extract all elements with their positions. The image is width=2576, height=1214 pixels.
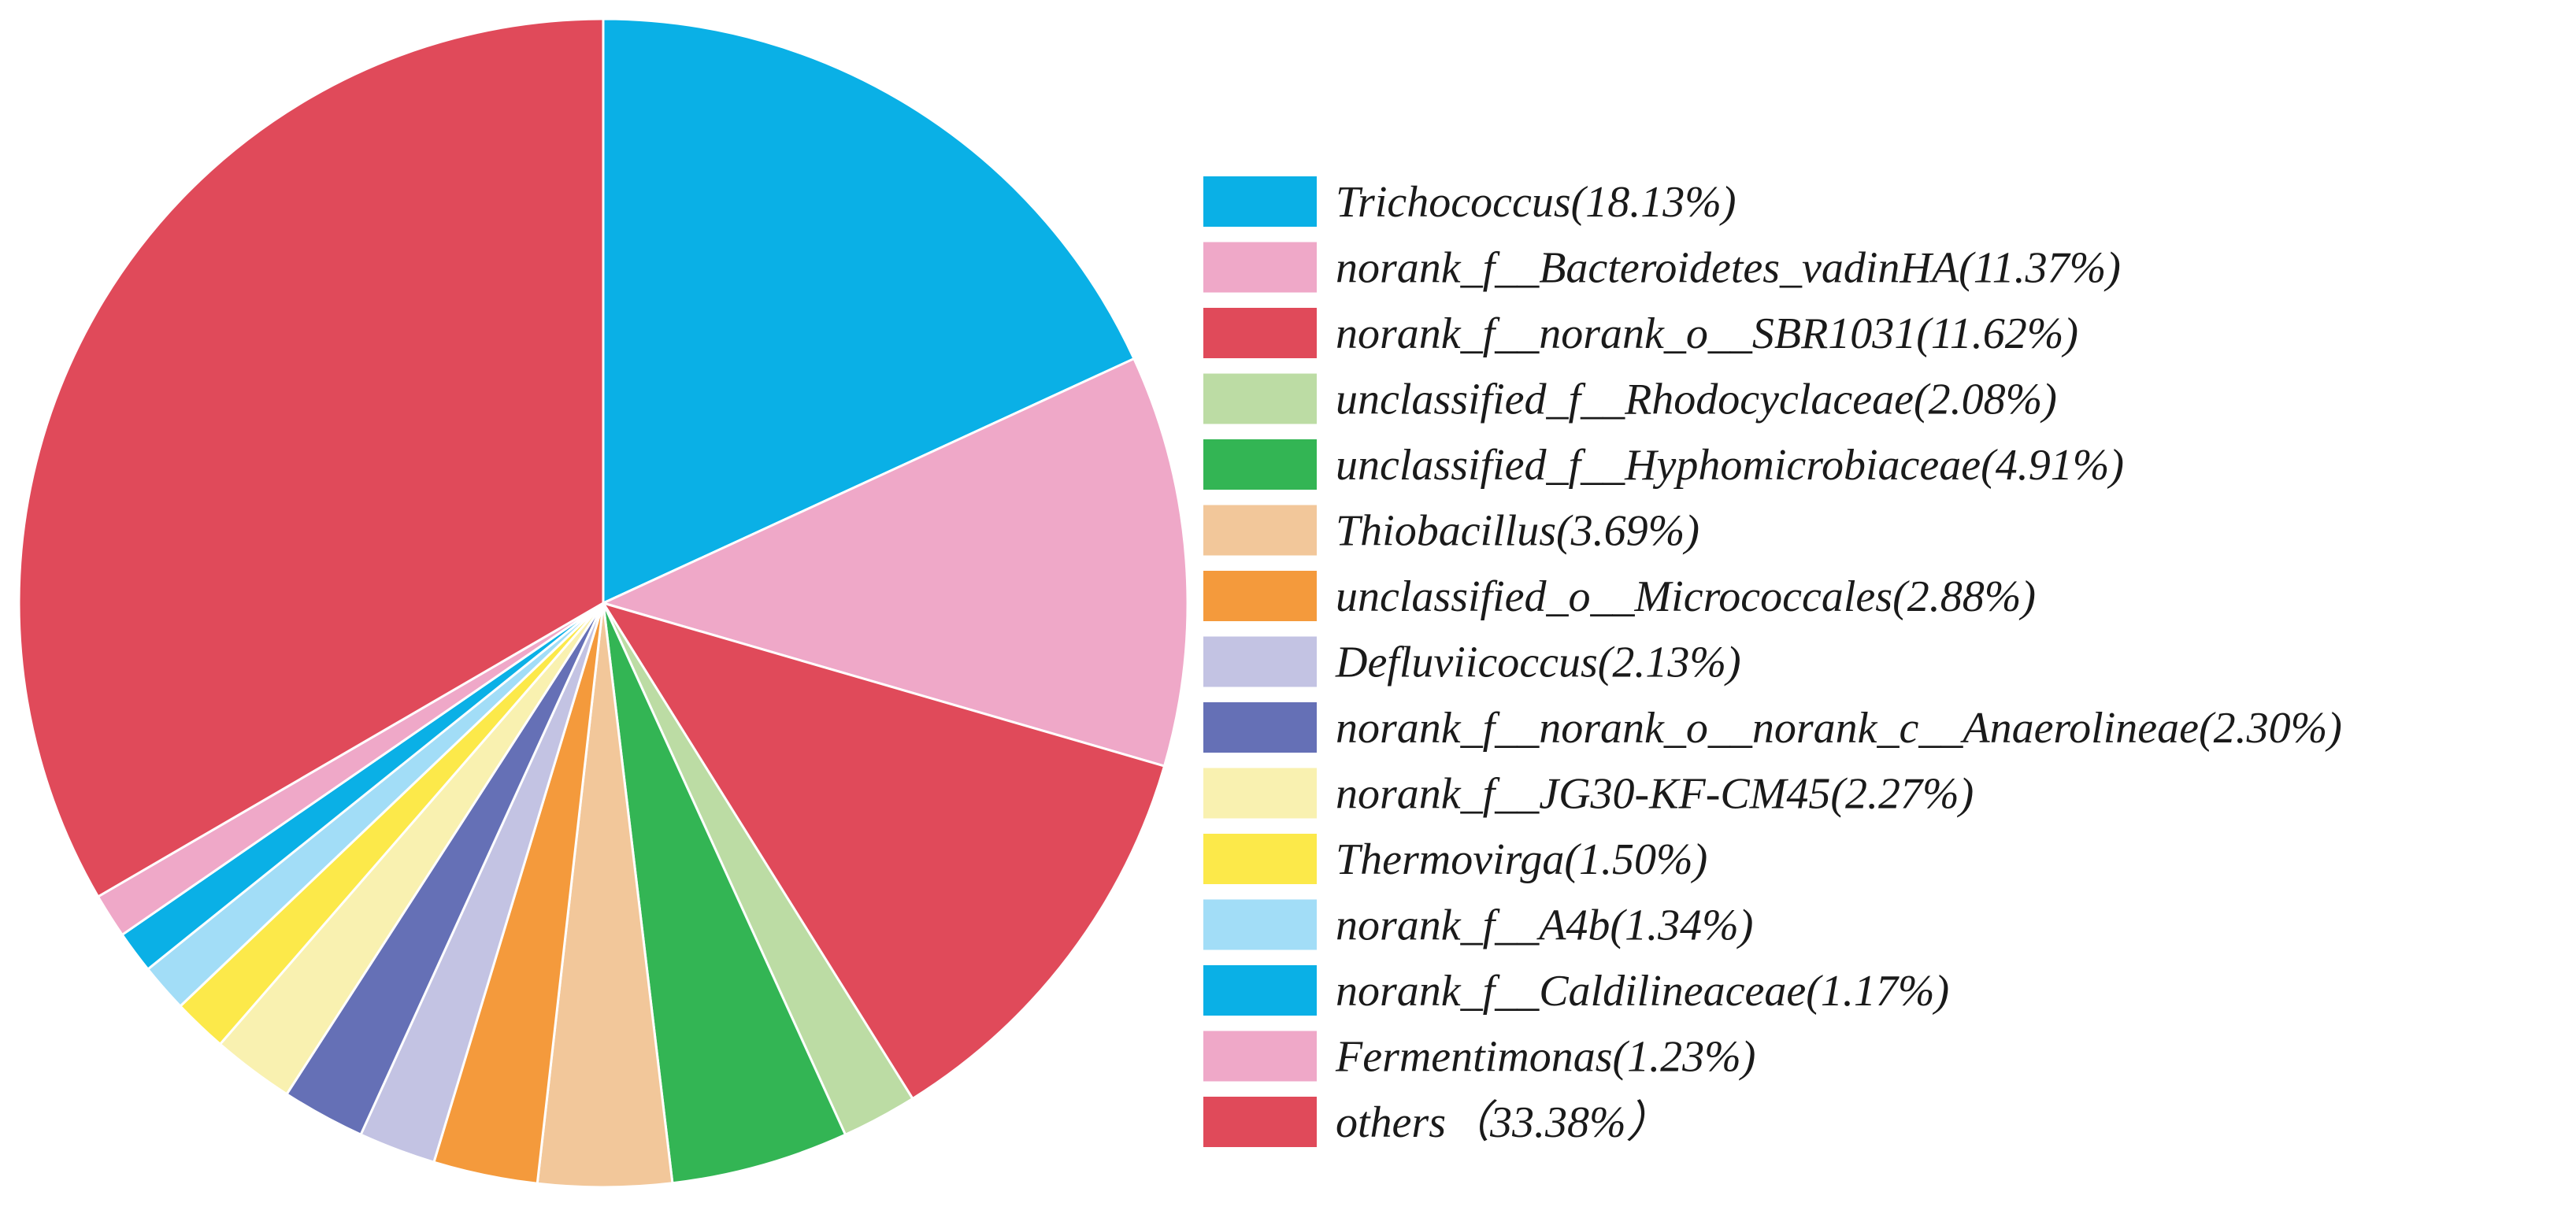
- legend-item: unclassified_f__Hyphomicrobiaceae(4.91%): [1203, 439, 2124, 490]
- legend-label: norank_f__Caldilineaceae(1.17%): [1336, 967, 1949, 1016]
- legend-swatch: [1203, 834, 1317, 884]
- legend-item: Thermovirga(1.50%): [1203, 834, 1707, 884]
- legend-label: norank_f__Bacteroidetes_vadinHA(11.37%): [1336, 244, 2121, 293]
- legend-swatch: [1203, 176, 1317, 227]
- pie-slice: [17, 17, 605, 898]
- legend-swatch: [1203, 505, 1317, 556]
- legend-item: norank_f__norank_o__norank_c__Anaeroline…: [1203, 702, 2342, 753]
- legend-item: unclassified_f__Rhodocyclaceae(2.08%): [1203, 373, 2057, 424]
- legend-label: unclassified_f__Rhodocyclaceae(2.08%): [1336, 376, 2057, 424]
- legend-label: norank_f__A4b(1.34%): [1336, 901, 1753, 950]
- pie-slice: [602, 357, 1189, 768]
- legend-swatch: [1203, 571, 1317, 621]
- legend: Trichococcus(18.13%) norank_f__Bacteroide…: [1203, 176, 2342, 1147]
- legend-item: norank_f__A4b(1.34%): [1203, 899, 1753, 950]
- legend-swatch: [1203, 899, 1317, 950]
- legend-item: unclassified_o__Micrococcales(2.88%): [1203, 571, 2036, 621]
- legend-swatch: [1203, 965, 1317, 1016]
- legend-swatch: [1203, 636, 1317, 687]
- legend-swatch: [1203, 439, 1317, 490]
- legend-label: Thermovirga(1.50%): [1336, 835, 1707, 884]
- legend-item: norank_f__JG30-KF-CM45(2.27%): [1203, 768, 1974, 819]
- legend-item: norank_f__Bacteroidetes_vadinHA(11.37%): [1203, 242, 2121, 293]
- pie-slice: [602, 601, 847, 1185]
- legend-item: Trichococcus(18.13%): [1203, 176, 1736, 227]
- legend-label: unclassified_f__Hyphomicrobiaceae(4.91%): [1336, 441, 2124, 490]
- legend-item: norank_f__Caldilineaceae(1.17%): [1203, 965, 1949, 1016]
- legend-label: Thiobacillus(3.69%): [1336, 507, 1699, 556]
- legend-swatch: [1203, 768, 1317, 819]
- legend-swatch: [1203, 1097, 1317, 1147]
- legend-swatch: [1203, 1031, 1317, 1082]
- legend-item: others（33.38%）: [1203, 1097, 1670, 1147]
- legend-label: others（33.38%）: [1336, 1098, 1670, 1147]
- legend-item: Thiobacillus(3.69%): [1203, 505, 1699, 556]
- legend-label: norank_f__JG30-KF-CM45(2.27%): [1336, 770, 1974, 819]
- legend-label: norank_f__norank_o__SBR1031(11.62%): [1336, 309, 2078, 358]
- pie-slice: [602, 17, 1136, 605]
- legend-item: norank_f__norank_o__SBR1031(11.62%): [1203, 308, 2078, 358]
- pie-slices: [17, 17, 1189, 1189]
- pie-slice: [602, 601, 1166, 1100]
- legend-label: norank_f__norank_o__norank_c__Anaeroline…: [1336, 704, 2342, 753]
- legend-item: Fermentimonas(1.23%): [1203, 1031, 1755, 1082]
- legend-label: Defluviicoccus(2.13%): [1335, 638, 1741, 687]
- legend-swatch: [1203, 702, 1317, 753]
- legend-label: unclassified_o__Micrococcales(2.88%): [1336, 572, 2036, 621]
- legend-swatch: [1203, 242, 1317, 293]
- legend-label: Fermentimonas(1.23%): [1335, 1033, 1755, 1082]
- legend-label: Trichococcus(18.13%): [1336, 178, 1736, 227]
- legend-item: Defluviicoccus(2.13%): [1203, 636, 1741, 687]
- legend-swatch: [1203, 308, 1317, 358]
- legend-swatch: [1203, 373, 1317, 424]
